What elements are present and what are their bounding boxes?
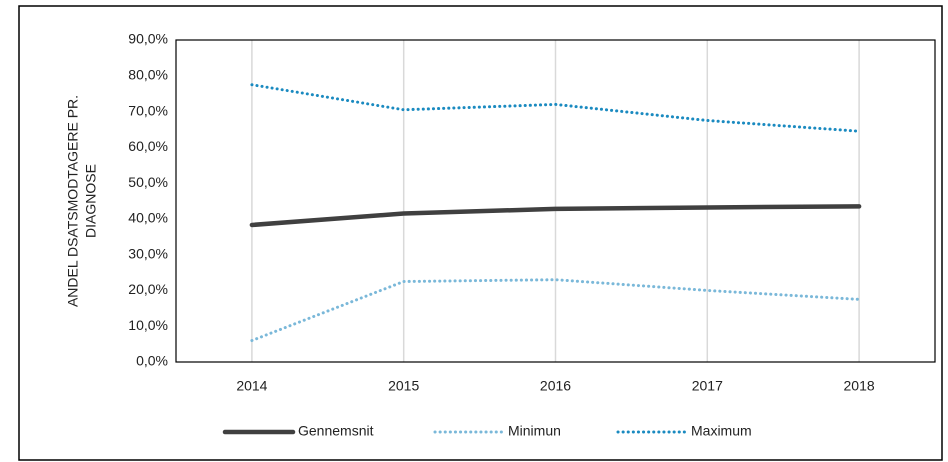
y-tick-label: 60,0% (128, 138, 168, 154)
chart-frame (18, 5, 943, 461)
y-tick-label: 80,0% (128, 66, 168, 82)
y-tick-label: 20,0% (128, 281, 168, 297)
y-tick-label: 50,0% (128, 174, 168, 190)
y-tick-label: 0,0% (136, 353, 168, 369)
y-tick-label: 30,0% (128, 245, 168, 261)
line-series (250, 83, 861, 133)
y-tick-label: 10,0% (128, 317, 168, 333)
x-tick-label: 2018 (844, 378, 875, 394)
y-tick-label: 90,0% (128, 31, 168, 47)
y-axis-label: DIAGNOSE (83, 164, 99, 238)
x-tick-label: 2016 (540, 378, 571, 394)
y-tick-label: 70,0% (128, 102, 168, 118)
line-series (249, 204, 862, 228)
line-series (250, 278, 861, 343)
x-tick-label: 2015 (388, 378, 419, 394)
legend-label: Gennemsnit (298, 423, 374, 439)
plot-area (175, 39, 936, 363)
y-axis-label: ANDEL DSATSMODTAGERE PR. (65, 95, 81, 307)
x-tick-label: 2017 (692, 378, 723, 394)
y-tick-label: 40,0% (128, 210, 168, 226)
x-tick-label: 2014 (236, 378, 267, 394)
legend-label: Minimun (508, 423, 561, 439)
legend-label: Maximum (691, 423, 752, 439)
